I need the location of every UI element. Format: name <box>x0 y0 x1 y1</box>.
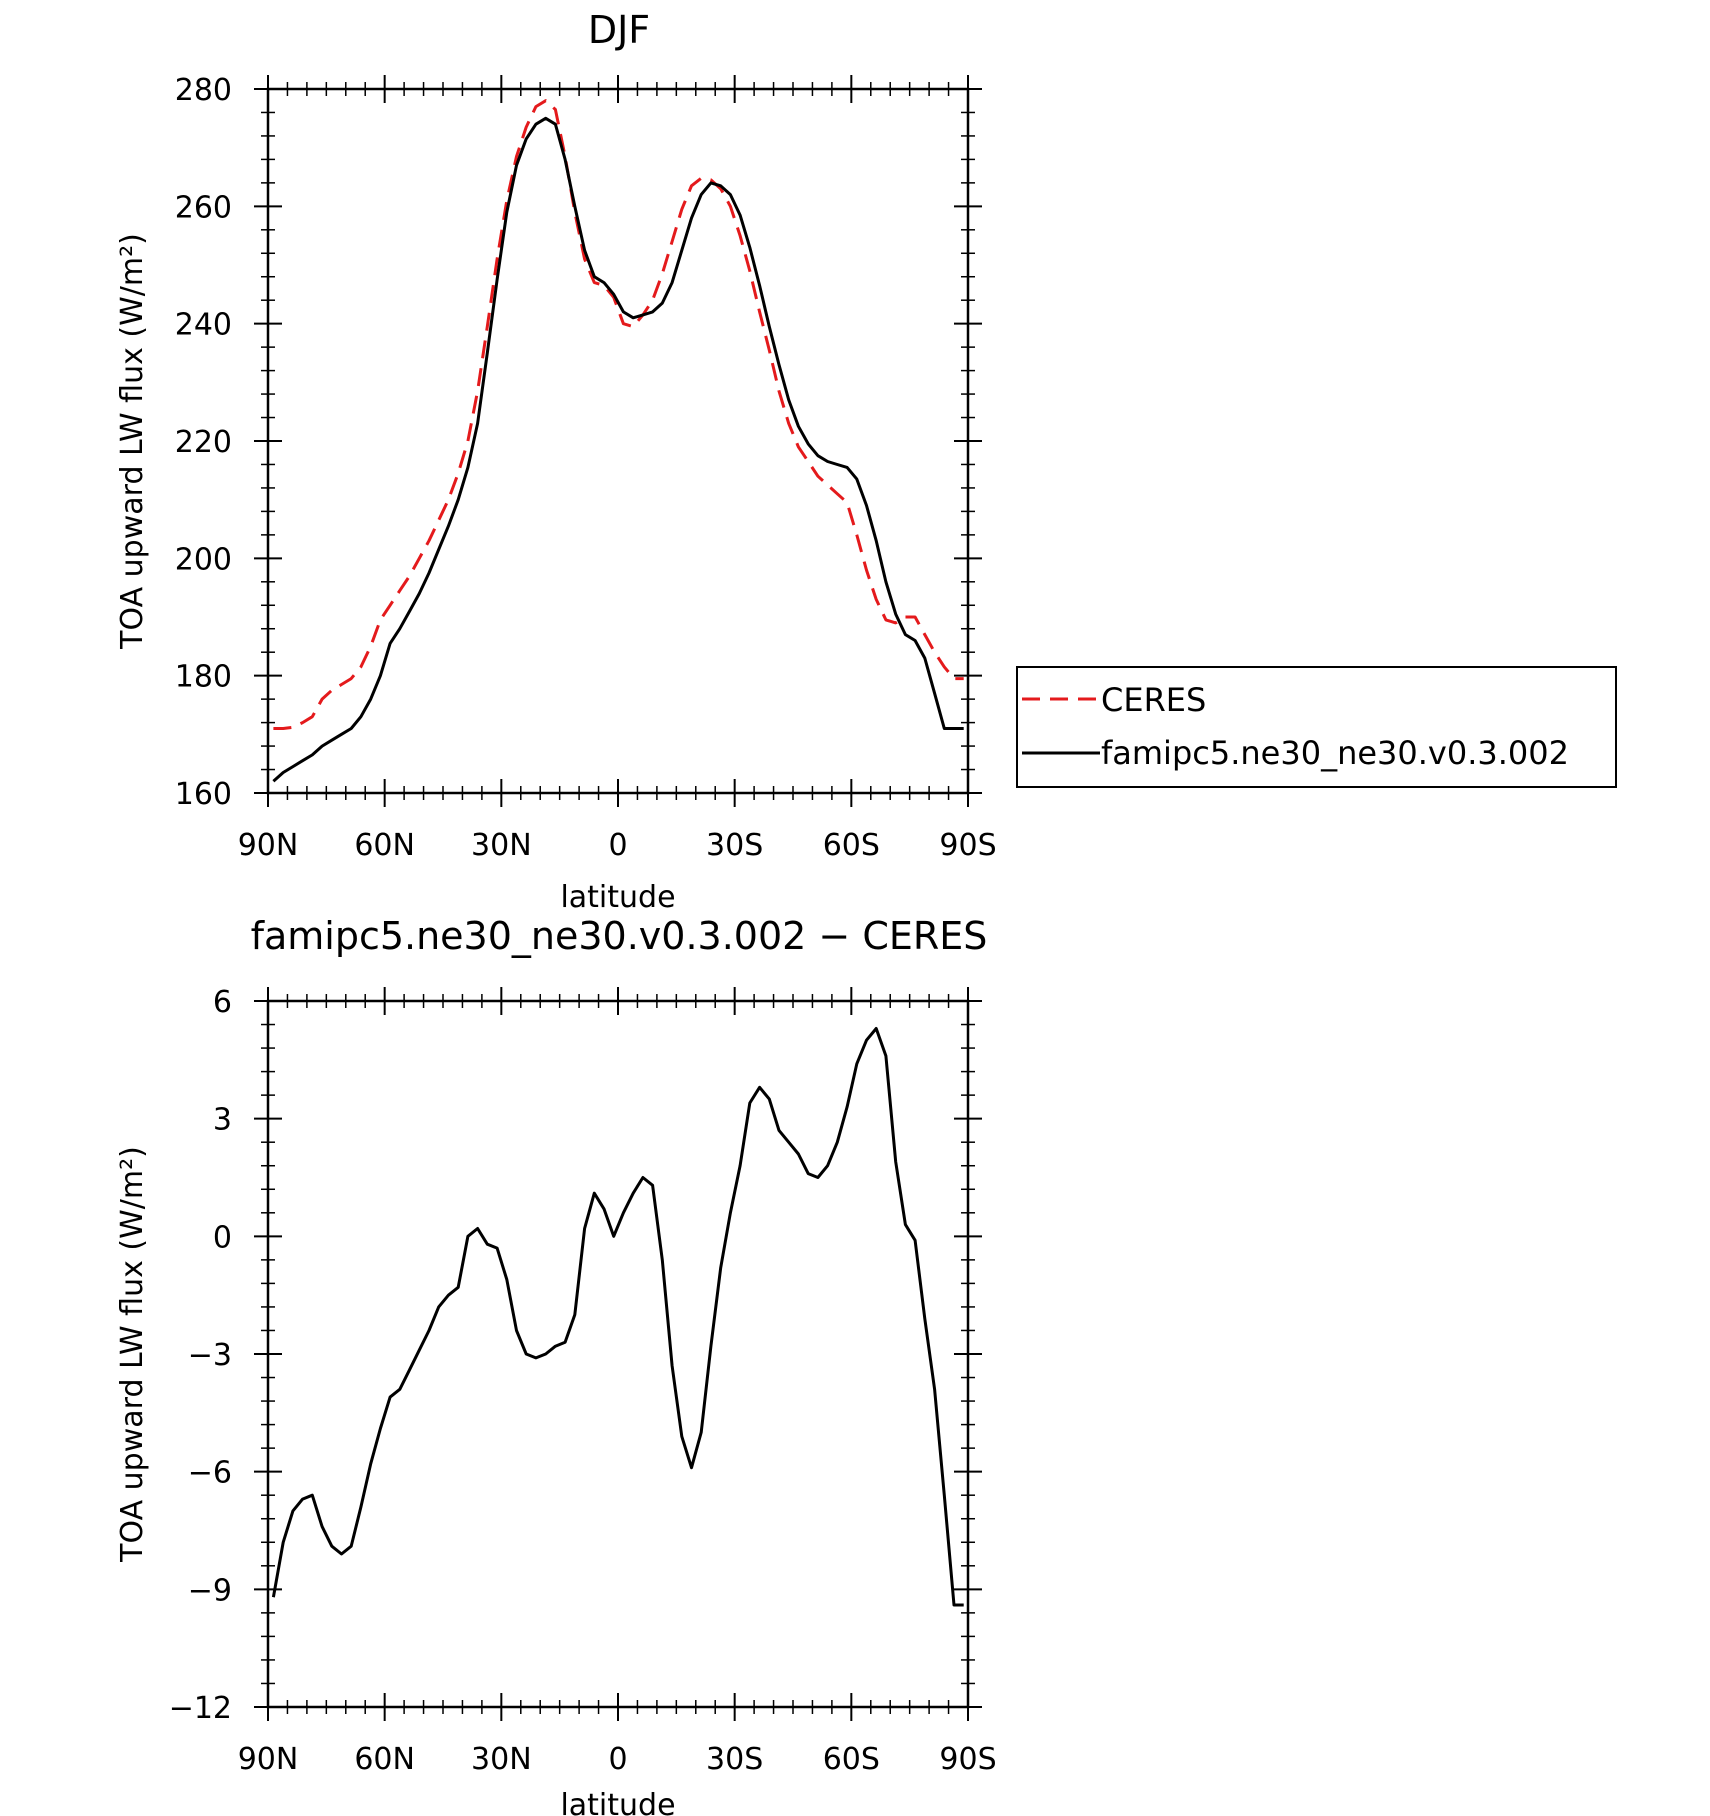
x-tick-label: 30S <box>706 1742 763 1777</box>
bottom-tick-marks <box>254 987 982 1721</box>
x-tick-label: 90N <box>238 1742 299 1777</box>
legend: CERES famipc5.ne30_ne30.v0.3.002 <box>1016 666 1617 788</box>
top-series-lines <box>272 99 964 783</box>
bottom-panel: famipc5.ne30_ne30.v0.3.002 − CERES −12 −9… <box>115 914 997 1816</box>
series-line-ceres <box>273 99 964 730</box>
y-tick-label: −9 <box>188 1573 232 1608</box>
y-tick-label: 200 <box>175 542 232 577</box>
top-y-tick-labels: 160 180 200 220 240 260 280 <box>175 73 232 812</box>
x-tick-label: 0 <box>608 1742 627 1777</box>
top-panel: DJF 160 180 200 220 240 260 280 90N 60N 30N 0 30S 6… <box>115 8 1617 915</box>
y-tick-label: 220 <box>175 425 232 460</box>
y-tick-label: 6 <box>213 985 232 1020</box>
x-tick-label: 30S <box>706 828 763 863</box>
bottom-x-tick-labels: 90N 60N 30N 0 30S 60S 90S <box>238 1742 997 1777</box>
difference-title: famipc5.ne30_ne30.v0.3.002 − CERES <box>251 914 988 958</box>
x-axis-label: latitude <box>560 880 675 915</box>
y-tick-label: −3 <box>188 1338 232 1373</box>
bottom-series-lines <box>271 1027 964 1607</box>
bottom-y-tick-labels: −12 −9 −6 −3 0 3 6 <box>169 985 232 1726</box>
series-line-famipc5-ne30-ne30-v0-3-002 <box>272 116 964 783</box>
top-x-tick-labels: 90N 60N 30N 0 30S 60S 90S <box>238 828 997 863</box>
x-tick-label: 90S <box>939 1742 996 1777</box>
y-axis-label: TOA upward LW flux (W/m²) <box>115 233 150 650</box>
y-tick-label: 280 <box>175 73 232 108</box>
x-tick-label: 30N <box>471 828 532 863</box>
y-axis-label-bottom: TOA upward LW flux (W/m²) <box>115 1146 150 1563</box>
x-tick-label: 60S <box>823 1742 880 1777</box>
x-tick-label: 90N <box>238 828 299 863</box>
top-plot-frame <box>266 87 970 795</box>
y-tick-label: 240 <box>175 308 232 343</box>
y-tick-label: −6 <box>188 1456 232 1491</box>
y-tick-label: 160 <box>175 777 232 812</box>
bottom-plot-frame <box>266 999 970 1709</box>
x-tick-label: 60S <box>823 828 880 863</box>
x-tick-label: 30N <box>471 1742 532 1777</box>
legend-label-model: famipc5.ne30_ne30.v0.3.002 <box>1101 734 1569 772</box>
x-tick-label: 0 <box>608 828 627 863</box>
y-tick-label: 260 <box>175 190 232 225</box>
y-tick-label: 0 <box>213 1220 232 1255</box>
y-tick-label: 3 <box>213 1103 232 1138</box>
legend-label-ceres: CERES <box>1101 681 1206 719</box>
series-line-difference <box>271 1027 964 1607</box>
top-tick-marks <box>254 75 982 807</box>
x-tick-label: 90S <box>939 828 996 863</box>
y-tick-label: 180 <box>175 660 232 695</box>
x-axis-label-bottom: latitude <box>560 1788 675 1816</box>
x-tick-label: 60N <box>354 828 415 863</box>
x-tick-label: 60N <box>354 1742 415 1777</box>
chart-title: DJF <box>588 8 650 52</box>
y-tick-label: −12 <box>169 1691 232 1726</box>
